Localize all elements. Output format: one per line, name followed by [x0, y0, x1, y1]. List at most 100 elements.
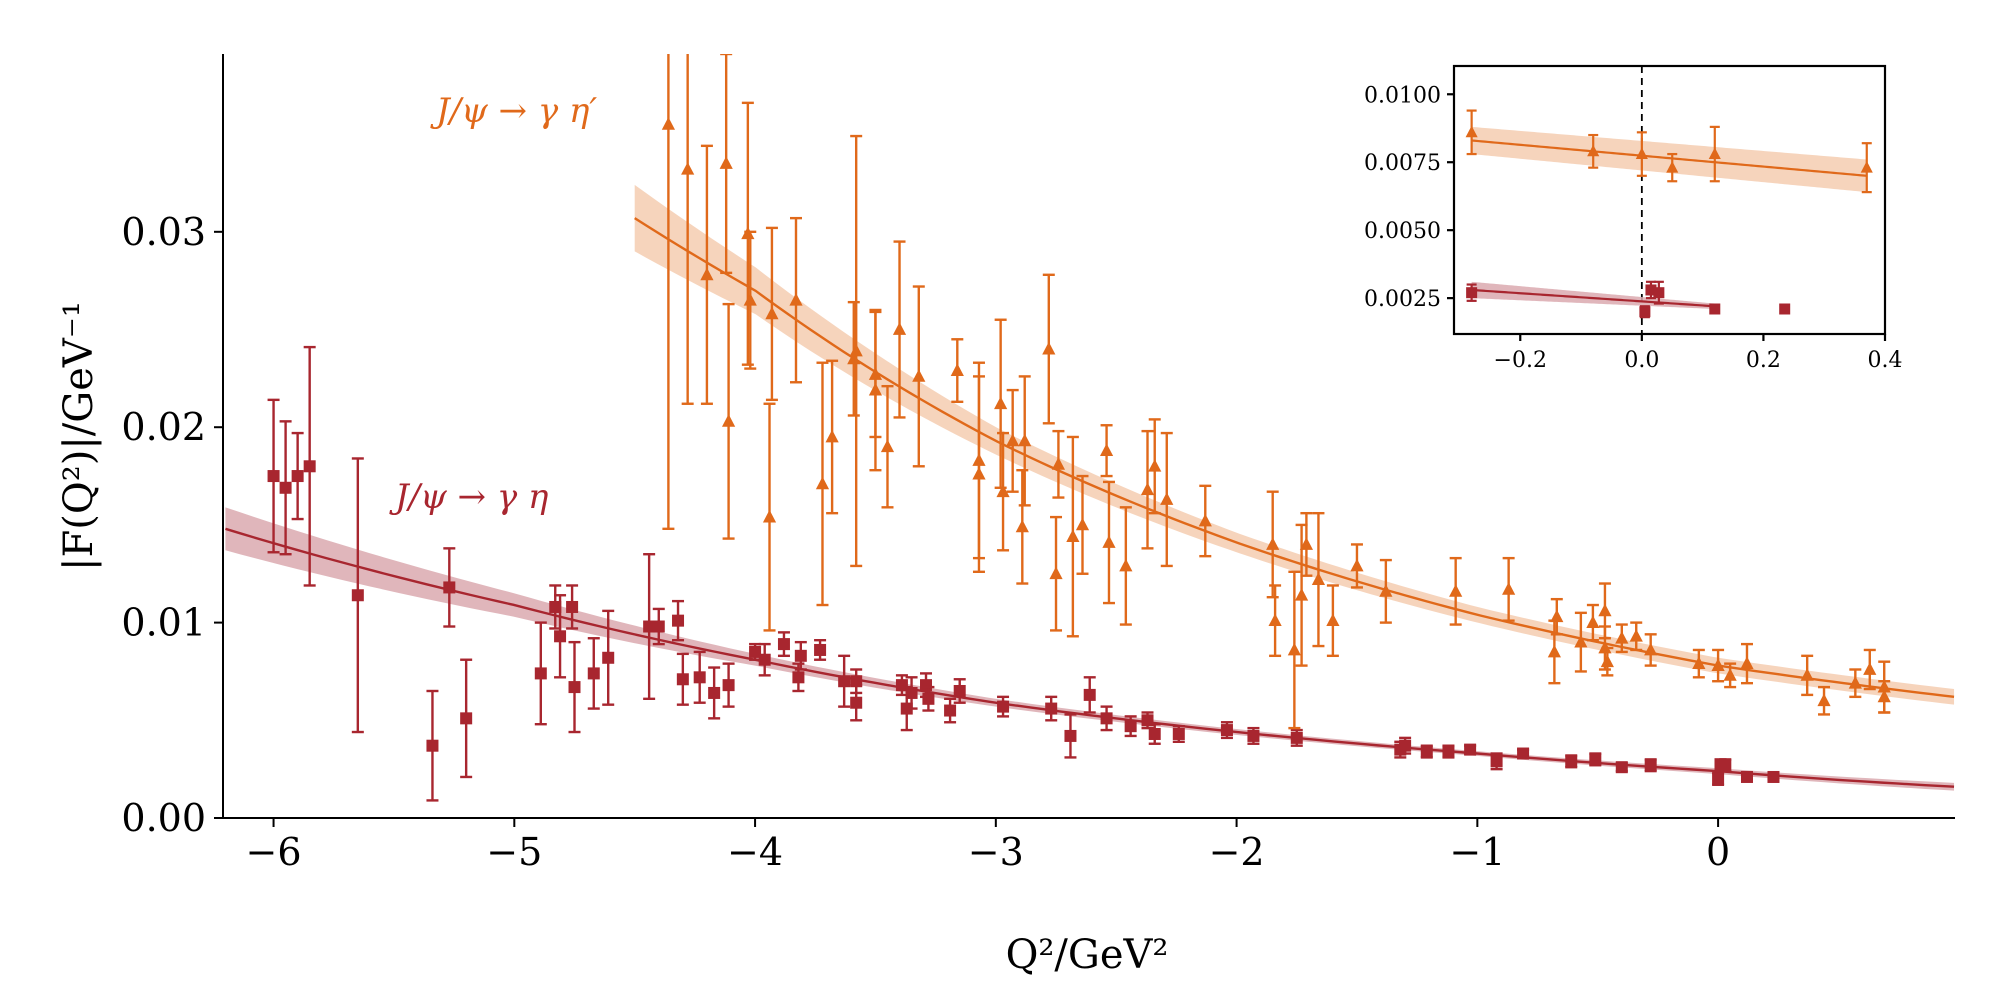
data-point-eta	[1290, 728, 1303, 747]
square-marker	[652, 620, 665, 633]
data-point-eta-prime	[1711, 648, 1725, 683]
data-point-eta-prime	[1449, 556, 1463, 626]
annotation-eta: J/ψ → γ η	[389, 477, 549, 517]
square-marker	[708, 686, 721, 699]
square-marker	[1767, 770, 1780, 783]
data-point-eta	[1589, 752, 1602, 767]
data-point-eta	[1464, 743, 1477, 756]
triangle-marker	[972, 466, 986, 480]
data-point-eta	[944, 697, 957, 724]
y-tick-label: 0.0100	[1364, 83, 1441, 108]
triangle-marker	[1587, 144, 1600, 157]
triangle-marker	[1198, 513, 1212, 527]
data-point-eta-prime	[1102, 480, 1116, 605]
triangle-marker	[1848, 675, 1862, 689]
square-marker	[850, 675, 863, 688]
data-point-eta	[792, 662, 805, 693]
square-marker	[953, 684, 966, 697]
data-point-eta-prime	[1075, 474, 1090, 575]
data-point-eta-prime	[681, 54, 695, 405]
data-point-eta	[708, 666, 721, 720]
data-point-eta-prime	[1666, 152, 1679, 183]
data-point-eta-prime	[1042, 273, 1056, 425]
data-point-eta-prime	[892, 240, 907, 419]
data-point-eta-prime	[1148, 418, 1162, 515]
data-point-eta-prime	[1326, 584, 1340, 658]
triangle-marker	[765, 306, 779, 320]
data-point-eta-prime	[1379, 558, 1393, 624]
square-marker	[758, 653, 771, 666]
square-marker	[722, 679, 735, 692]
data-point-eta	[1172, 724, 1185, 743]
square-marker	[534, 667, 547, 680]
data-point-eta	[460, 658, 473, 779]
data-point-eta	[997, 695, 1010, 718]
square-marker	[566, 600, 579, 613]
data-point-eta	[1644, 758, 1657, 773]
data-point-eta	[1220, 721, 1233, 740]
triangle-marker	[1287, 642, 1301, 656]
triangle-marker	[1711, 658, 1725, 671]
y-tick-label: 0.0050	[1364, 219, 1441, 244]
data-point-eta	[777, 631, 790, 658]
data-point-eta	[1653, 280, 1665, 305]
data-point-eta-prime	[1860, 142, 1873, 194]
square-marker	[1712, 772, 1725, 785]
square-marker	[693, 671, 706, 684]
plot-area	[1465, 66, 1873, 334]
x-tick-label: 0.4	[1868, 348, 1903, 373]
triangle-marker	[1350, 558, 1364, 572]
square-marker	[1172, 727, 1185, 740]
triangle-marker	[1148, 459, 1162, 472]
data-point-eta	[1064, 713, 1077, 759]
square-marker	[794, 649, 807, 662]
data-point-eta-prime	[912, 285, 926, 468]
data-point-eta-prime	[1863, 648, 1877, 691]
data-point-eta	[566, 584, 579, 630]
data-point-eta-prime	[1502, 556, 1516, 622]
data-point-eta-prime	[1465, 109, 1478, 156]
triangle-marker	[1598, 603, 1612, 617]
triangle-marker	[1119, 558, 1133, 572]
data-point-eta-prime	[1268, 584, 1282, 658]
triangle-marker	[1723, 668, 1737, 681]
data-point-eta	[426, 689, 439, 802]
square-marker	[1740, 770, 1753, 783]
data-point-eta-prime	[762, 402, 777, 632]
triangle-marker	[825, 429, 839, 443]
triangle-marker	[1502, 582, 1516, 595]
square-marker	[267, 470, 280, 483]
square-marker	[920, 679, 933, 692]
triangle-marker	[1299, 537, 1314, 550]
triangle-marker	[1666, 161, 1679, 173]
x-tick-label: 0.2	[1746, 348, 1781, 373]
y-tick-label: 0.0075	[1364, 151, 1441, 176]
triangle-marker	[721, 414, 736, 427]
y-tick-label: 0.0025	[1364, 287, 1441, 312]
data-point-eta-prime	[1311, 511, 1326, 648]
data-point-eta	[814, 638, 827, 661]
triangle-marker	[1015, 519, 1029, 533]
square-marker	[291, 470, 304, 483]
data-point-eta-prime	[1586, 603, 1600, 642]
square-marker	[1220, 724, 1233, 737]
square-marker	[944, 704, 957, 717]
inset-frame	[1452, 64, 1887, 336]
triangle-marker	[1635, 147, 1648, 160]
triangle-marker	[1877, 689, 1891, 703]
triangle-marker	[1708, 147, 1721, 160]
data-point-eta-prime	[1018, 375, 1032, 507]
data-point-eta	[1247, 726, 1260, 745]
data-point-eta-prime	[1848, 668, 1862, 699]
data-point-eta-prime	[972, 375, 986, 574]
square-marker	[1247, 729, 1260, 742]
square-marker	[1045, 702, 1058, 715]
y-tick-label: 0.01	[121, 601, 206, 645]
square-marker	[460, 712, 473, 725]
data-point-eta	[1565, 754, 1578, 769]
data-point-eta	[1639, 305, 1651, 319]
square-marker	[351, 589, 364, 602]
square-marker	[643, 620, 656, 633]
data-point-eta	[1517, 747, 1530, 760]
